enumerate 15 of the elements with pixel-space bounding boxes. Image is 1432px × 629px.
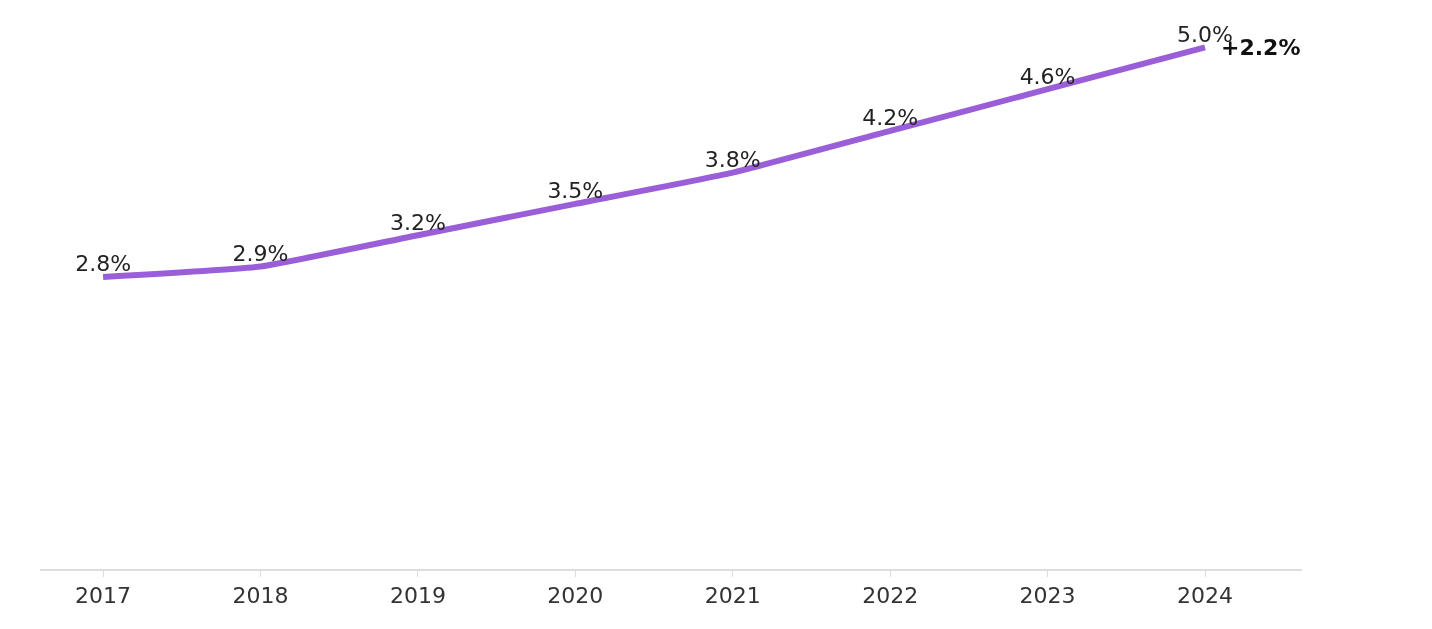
data-label: 3.5% [547, 178, 604, 204]
x-tick-label: 2023 [1019, 583, 1076, 609]
x-tick-label: 2018 [232, 583, 289, 609]
data-label: 3.8% [704, 147, 761, 173]
x-tick-label: 2024 [1177, 583, 1233, 609]
x-tick-label: 2020 [547, 583, 604, 609]
data-label: 2.8% [75, 251, 132, 277]
x-tick-label: 2022 [862, 583, 919, 609]
x-tick-label: 2021 [704, 583, 761, 609]
x-tick-label: 2019 [389, 583, 446, 609]
data-label: 3.2% [389, 209, 446, 235]
x-tick-label: 2017 [75, 583, 132, 609]
data-label: 4.6% [1019, 63, 1076, 89]
data-label: 2.9% [232, 241, 289, 266]
data-label: 4.2% [862, 105, 919, 131]
